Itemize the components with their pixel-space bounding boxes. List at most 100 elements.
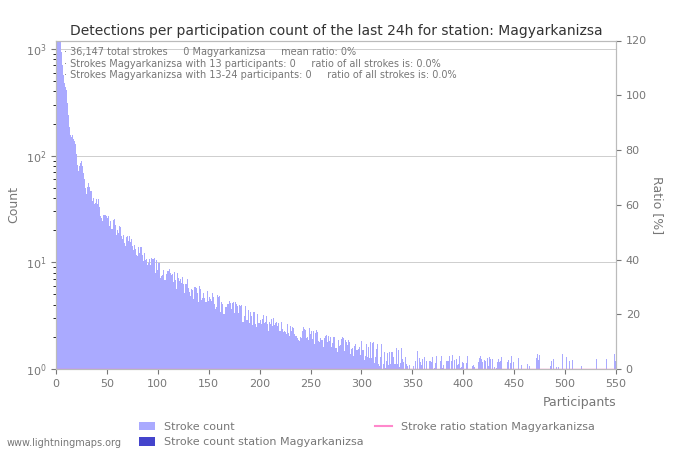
Bar xyxy=(148,263,149,450)
Bar xyxy=(131,239,132,450)
Bar xyxy=(470,369,471,450)
Bar xyxy=(281,328,283,450)
Bar xyxy=(284,331,285,450)
Bar xyxy=(154,258,155,450)
Bar xyxy=(248,310,249,450)
Bar xyxy=(165,280,167,450)
Bar xyxy=(153,259,154,450)
Bar xyxy=(190,296,191,450)
Bar xyxy=(406,364,407,450)
Bar xyxy=(391,352,393,450)
Bar xyxy=(407,366,408,450)
Bar xyxy=(306,338,307,450)
Bar xyxy=(243,322,244,450)
Bar xyxy=(130,242,131,450)
Bar xyxy=(147,265,148,450)
Bar xyxy=(451,361,452,450)
Bar xyxy=(129,236,130,450)
Bar xyxy=(244,316,245,450)
Bar xyxy=(145,260,146,450)
Bar xyxy=(297,338,298,450)
Bar xyxy=(202,298,203,450)
Bar xyxy=(228,303,229,450)
Bar xyxy=(337,340,339,450)
Bar xyxy=(164,280,165,450)
Bar xyxy=(449,370,451,450)
Bar xyxy=(344,340,346,450)
Bar xyxy=(182,277,183,450)
Bar xyxy=(221,302,223,450)
Bar xyxy=(61,52,62,450)
Bar xyxy=(204,298,205,450)
Bar xyxy=(539,355,540,450)
Bar xyxy=(207,291,208,450)
Bar xyxy=(475,374,476,450)
Legend: Stroke count, Stroke count station Magyarkanizsa, Stroke ratio station Magyarkan: Stroke count, Stroke count station Magya… xyxy=(134,417,599,450)
Bar xyxy=(191,289,192,450)
Bar xyxy=(98,199,99,450)
Bar xyxy=(167,271,169,450)
Bar xyxy=(421,364,422,450)
Bar xyxy=(140,247,141,450)
Y-axis label: Ratio [%]: Ratio [%] xyxy=(650,176,664,234)
Bar xyxy=(340,345,341,450)
Bar xyxy=(405,356,406,450)
Bar xyxy=(239,305,240,450)
Bar xyxy=(438,375,440,450)
Bar xyxy=(118,226,120,450)
Bar xyxy=(516,371,517,450)
Bar xyxy=(601,381,602,450)
Bar xyxy=(253,312,254,450)
Bar xyxy=(432,356,433,450)
Bar xyxy=(400,348,402,450)
Bar xyxy=(115,225,116,450)
Title: Detections per participation count of the last 24h for station: Magyarkanizsa: Detections per participation count of th… xyxy=(70,24,602,38)
Bar xyxy=(460,368,461,450)
Bar xyxy=(152,259,153,450)
Bar xyxy=(393,364,395,450)
Bar xyxy=(309,328,310,450)
Bar xyxy=(342,338,344,450)
Bar xyxy=(135,249,136,450)
Bar xyxy=(371,358,372,450)
Bar xyxy=(494,367,496,450)
Bar xyxy=(534,374,535,450)
Bar xyxy=(156,260,158,450)
Bar xyxy=(531,369,532,450)
Bar xyxy=(268,331,270,450)
Bar xyxy=(299,341,300,450)
Bar xyxy=(594,380,595,450)
Bar xyxy=(370,342,371,450)
Bar xyxy=(262,319,263,450)
Bar xyxy=(488,365,489,450)
Bar xyxy=(77,165,78,450)
Bar xyxy=(415,361,416,450)
Bar xyxy=(270,324,272,450)
Bar xyxy=(339,346,340,450)
Bar xyxy=(526,378,527,450)
Bar xyxy=(427,373,428,450)
Bar xyxy=(66,103,68,450)
Bar xyxy=(275,324,276,450)
Bar xyxy=(192,290,193,450)
Bar xyxy=(426,361,427,450)
Bar xyxy=(218,297,219,450)
Bar xyxy=(356,350,357,450)
Bar xyxy=(358,349,359,450)
Bar xyxy=(249,323,250,450)
Bar xyxy=(84,179,85,450)
Bar xyxy=(210,299,211,450)
Bar xyxy=(479,358,480,450)
Bar xyxy=(402,362,404,450)
Bar xyxy=(522,392,523,450)
Bar xyxy=(214,304,216,450)
Bar xyxy=(360,356,361,450)
Bar xyxy=(186,284,187,450)
Bar xyxy=(264,323,265,450)
Bar xyxy=(293,328,294,450)
Bar xyxy=(331,347,332,450)
Bar xyxy=(528,391,529,450)
Bar xyxy=(372,343,373,450)
Bar xyxy=(380,357,382,450)
Bar xyxy=(232,302,234,450)
